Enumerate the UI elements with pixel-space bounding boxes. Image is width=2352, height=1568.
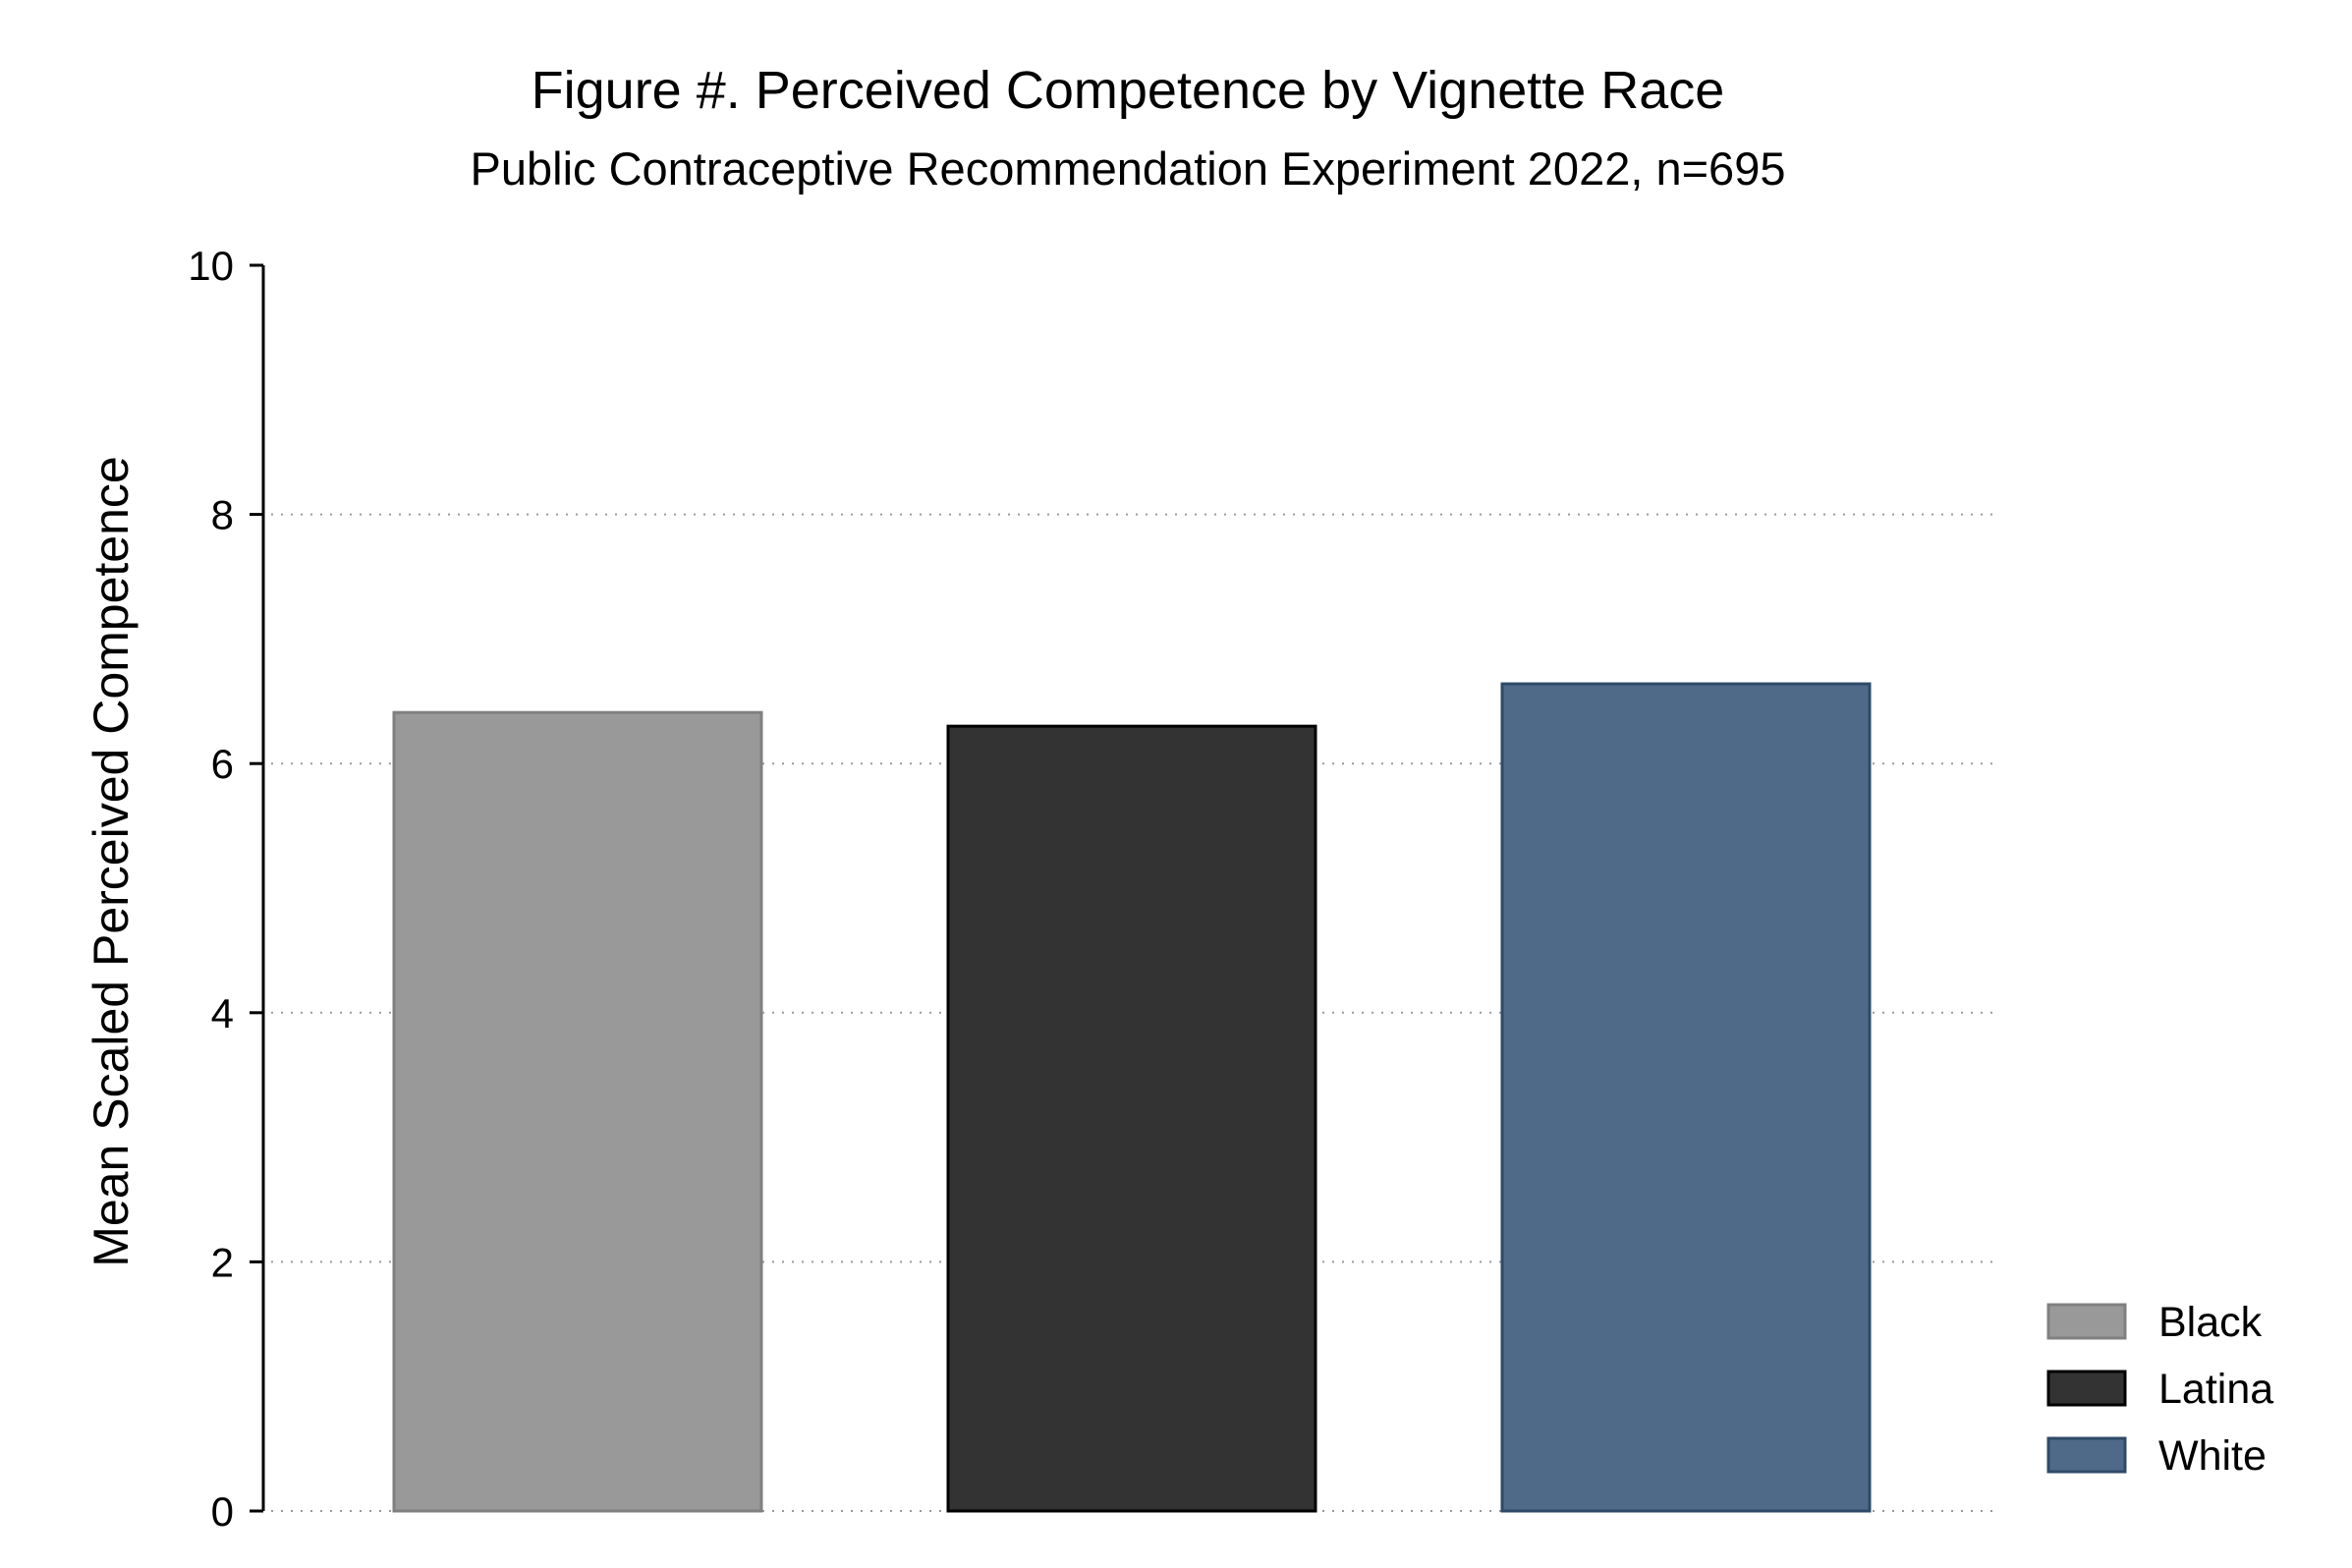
y-tick-label: 4	[211, 990, 234, 1036]
y-tick-label: 8	[211, 492, 234, 538]
y-tick-label: 6	[211, 741, 234, 787]
legend: Black Latina White	[2046, 1299, 2273, 1480]
legend-swatch-black	[2046, 1303, 2127, 1340]
legend-label-black: Black	[2158, 1299, 2263, 1346]
bar-latina	[946, 724, 1317, 1513]
chart-title: Figure #. Perceived Competence by Vignet…	[532, 61, 1725, 120]
y-tick-label: 10	[188, 243, 234, 289]
legend-swatch-latina	[2046, 1370, 2127, 1407]
y-tick-label: 2	[211, 1239, 234, 1285]
y-axis-label: Mean Scaled Perceived Competence	[84, 456, 139, 1266]
legend-label-latina: Latina	[2158, 1366, 2273, 1413]
legend-swatch-white	[2046, 1436, 2127, 1474]
chart-subtitle: Public Contraceptive Recommendation Expe…	[471, 142, 1786, 195]
bar-black	[392, 710, 763, 1513]
y-axis: 0 2 4 6 8 10	[188, 243, 265, 1535]
bar-white	[1500, 682, 1872, 1513]
y-tick-label: 0	[211, 1488, 234, 1535]
legend-label-white: White	[2158, 1432, 2267, 1480]
bars	[392, 682, 1872, 1513]
